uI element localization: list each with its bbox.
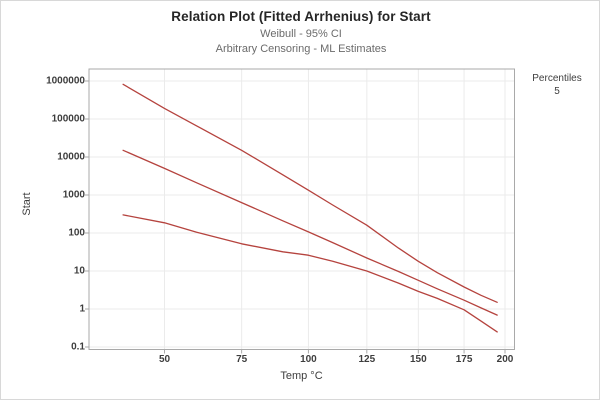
y-tick-label: 10000 bbox=[57, 151, 85, 163]
legend-title: Percentiles bbox=[532, 73, 582, 84]
x-tick-label: 100 bbox=[300, 354, 317, 365]
y-tick-label: 1 bbox=[79, 303, 85, 315]
ci-lower-line bbox=[122, 214, 498, 333]
x-tick-label: 175 bbox=[455, 354, 473, 365]
y-tick-label: 100 bbox=[68, 227, 85, 239]
y-tick-label: 100000 bbox=[51, 113, 85, 125]
chart-subtitle-method: Arbitrary Censoring - ML Estimates bbox=[215, 43, 387, 55]
y-axis-title: Start bbox=[21, 192, 33, 216]
legend: Percentiles 5 bbox=[519, 72, 595, 98]
x-axis-title: Temp °C bbox=[280, 370, 323, 382]
legend-item-percentile-5: 5 bbox=[554, 86, 560, 97]
x-tick-label: 125 bbox=[358, 354, 376, 365]
page-title: Relation Plot (Fitted Arrhenius) for Sta… bbox=[171, 9, 431, 24]
x-tick-label: 200 bbox=[496, 354, 514, 365]
percentile-line bbox=[122, 149, 498, 316]
plot-frame bbox=[88, 68, 515, 350]
y-tick-label: 1000000 bbox=[46, 75, 85, 87]
y-tick-label: 10 bbox=[73, 265, 85, 277]
x-tick-label: 50 bbox=[158, 354, 171, 365]
y-tick-label: 1000 bbox=[62, 189, 85, 201]
y-tick-label: 0.1 bbox=[71, 341, 85, 353]
x-tick-label: 75 bbox=[236, 354, 248, 365]
ci-upper-line bbox=[122, 83, 498, 303]
x-tick-label: 150 bbox=[409, 354, 427, 365]
chart-subtitle-distribution: Weibull - 95% CI bbox=[260, 28, 342, 40]
